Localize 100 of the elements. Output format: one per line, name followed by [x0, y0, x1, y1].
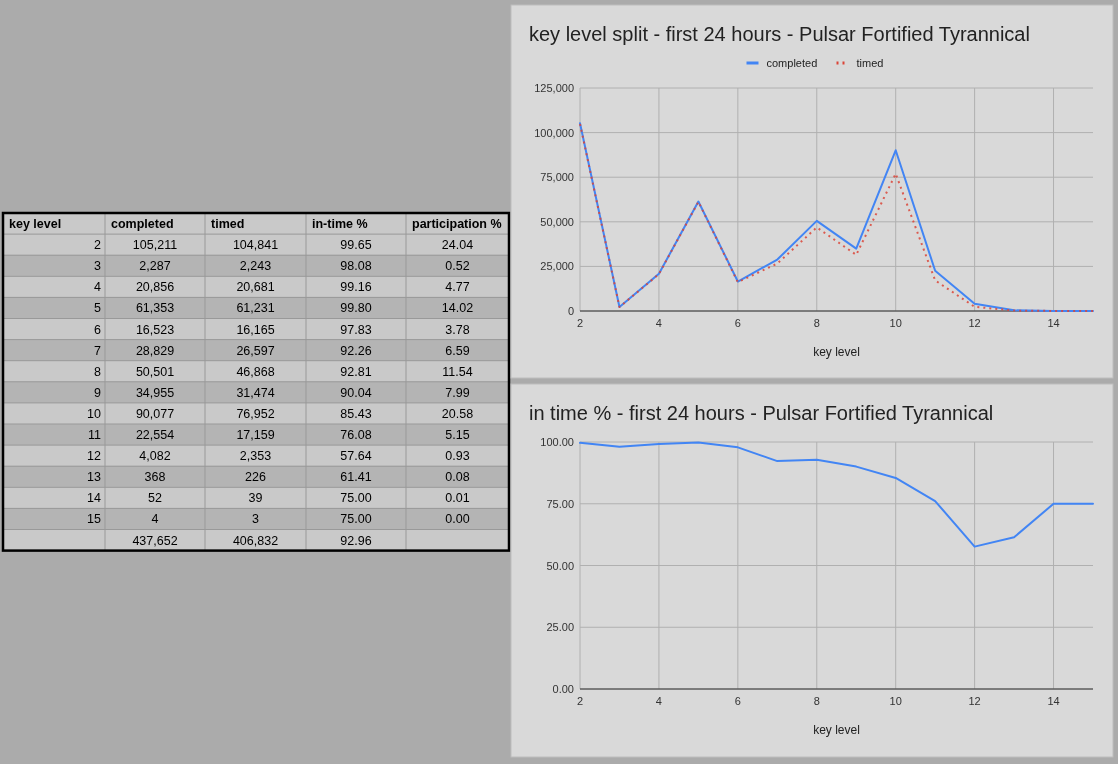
y-tick-label: 25.00: [546, 621, 574, 634]
y-tick-label: 3: [94, 259, 102, 274]
x-tick-label: 6: [734, 317, 741, 329]
data-label: 3: [252, 512, 260, 527]
y-tick-label: 7: [94, 343, 102, 358]
y-tick-label: 8: [94, 364, 102, 379]
data-label: 105,211: [132, 238, 178, 253]
data-label: 368: [144, 470, 166, 485]
x-axis-title: key level: [813, 723, 860, 737]
data-label: 99.80: [340, 301, 372, 316]
data-label: 0.08: [445, 470, 470, 485]
data-label: 92.81: [340, 364, 372, 379]
data-label: 90.04: [340, 385, 372, 400]
y-tick-label: 14: [87, 491, 102, 506]
data-label: 28,829: [135, 343, 175, 358]
x-tick-label: timed: [211, 217, 245, 231]
data-label: 6.59: [445, 343, 470, 358]
data-label: 11.54: [442, 364, 473, 379]
data-label: 104,841: [232, 238, 279, 253]
data-label: 98.08: [340, 259, 372, 274]
x-tick-label: 14: [1047, 695, 1060, 707]
data-label: 92.26: [340, 343, 372, 358]
data-label: 0.01: [445, 491, 470, 506]
data-label: 0.00: [445, 512, 470, 527]
data-label: 26,597: [236, 343, 275, 358]
y-tick-label: 2: [94, 238, 102, 253]
data-label: 52: [148, 491, 162, 506]
y-tick-label: 4: [94, 280, 102, 295]
data-label: 31,474: [236, 385, 275, 400]
data-label: 76.08: [340, 428, 372, 442]
data-label: 99.65: [340, 238, 372, 253]
y-tick-label: 125,000: [534, 82, 574, 94]
y-tick-label: 25,000: [540, 260, 574, 273]
x-tick-label: participation %: [412, 217, 502, 231]
data-label: 90,077: [135, 406, 175, 421]
x-tick-label: 4: [655, 317, 662, 329]
x-tick-label: 4: [655, 695, 662, 707]
x-tick-label: 2: [576, 317, 584, 329]
x-tick-label: 8: [813, 317, 820, 329]
data-label: 57.64: [340, 449, 372, 464]
legend-label: completed: [766, 57, 818, 69]
y-tick-label: 9: [94, 385, 102, 400]
data-label: 22,554: [135, 428, 175, 442]
y-axis-title: key level: [9, 217, 62, 231]
y-tick-label: 15: [87, 512, 102, 527]
data-label: 16,165: [236, 322, 275, 337]
data-label: 75.00: [340, 512, 372, 527]
data-label: 16,523: [135, 322, 175, 337]
chart-title: key level split - first 24 hours - Pulsar Fortified Tyrannical: [529, 23, 1030, 45]
y-tick-label: 50,000: [540, 215, 574, 228]
data-label: 5.15: [445, 428, 470, 442]
data-label: 61.41: [340, 470, 372, 485]
data-label: 0.52: [445, 259, 470, 274]
y-tick-label: 13: [87, 470, 102, 485]
data-label: 61,231: [236, 301, 275, 316]
data-label: 99.16: [340, 280, 372, 295]
data-label: 46,868: [236, 364, 275, 379]
y-tick-label: 11: [88, 428, 102, 442]
data-label: 17,159: [236, 428, 275, 442]
data-label: 14.02: [441, 301, 474, 316]
x-tick-label: 12: [968, 317, 981, 329]
data-label: 3.78: [445, 322, 470, 337]
chart-title: in time % - first 24 hours - Pulsar Fortified Tyrannical: [529, 402, 994, 424]
x-tick-label: 8: [813, 695, 820, 707]
data-label: 226: [245, 470, 266, 485]
data-label: 85.43: [340, 406, 372, 421]
data-label: 75.00: [340, 491, 372, 506]
y-tick-label: 0.00: [552, 683, 574, 695]
data-label: 2,353: [239, 449, 272, 464]
y-tick-label: 50.00: [546, 559, 574, 572]
y-tick-label: 12: [87, 449, 102, 464]
data-label: 24.04: [441, 238, 474, 253]
y-tick-label: 75.00: [546, 497, 574, 510]
x-tick-label: in-time %: [312, 217, 368, 231]
data-label: 34,955: [135, 385, 175, 400]
data-label: 2,243: [239, 259, 272, 274]
data-label: 406,832: [232, 533, 279, 548]
data-label: 76,952: [236, 406, 275, 421]
y-tick-label: 10: [87, 406, 102, 421]
data-label: 20,681: [236, 280, 275, 295]
x-tick-label: 6: [734, 695, 741, 707]
data-label: 61,353: [135, 301, 175, 316]
data-label: 97.83: [340, 322, 372, 337]
x-tick-label: 10: [889, 695, 902, 707]
x-axis-title: key level: [813, 345, 860, 359]
y-tick-label: 100,000: [534, 126, 574, 139]
data-label: 4.77: [445, 280, 470, 295]
data-label: 20.58: [441, 406, 474, 421]
data-label: 39: [248, 491, 263, 506]
y-tick-label: 100.00: [540, 436, 574, 448]
data-label: 7.99: [445, 385, 470, 400]
y-tick-label: 75,000: [540, 171, 574, 184]
data-label: 2,287: [139, 259, 171, 274]
y-tick-label: 5: [94, 301, 102, 316]
data-label: 50,501: [135, 364, 175, 379]
legend-label: timed: [856, 57, 884, 69]
x-tick-label: 14: [1047, 317, 1060, 329]
x-tick-label: 10: [889, 317, 902, 329]
data-label: 0.93: [445, 449, 470, 464]
data-label: 4,082: [139, 449, 171, 464]
